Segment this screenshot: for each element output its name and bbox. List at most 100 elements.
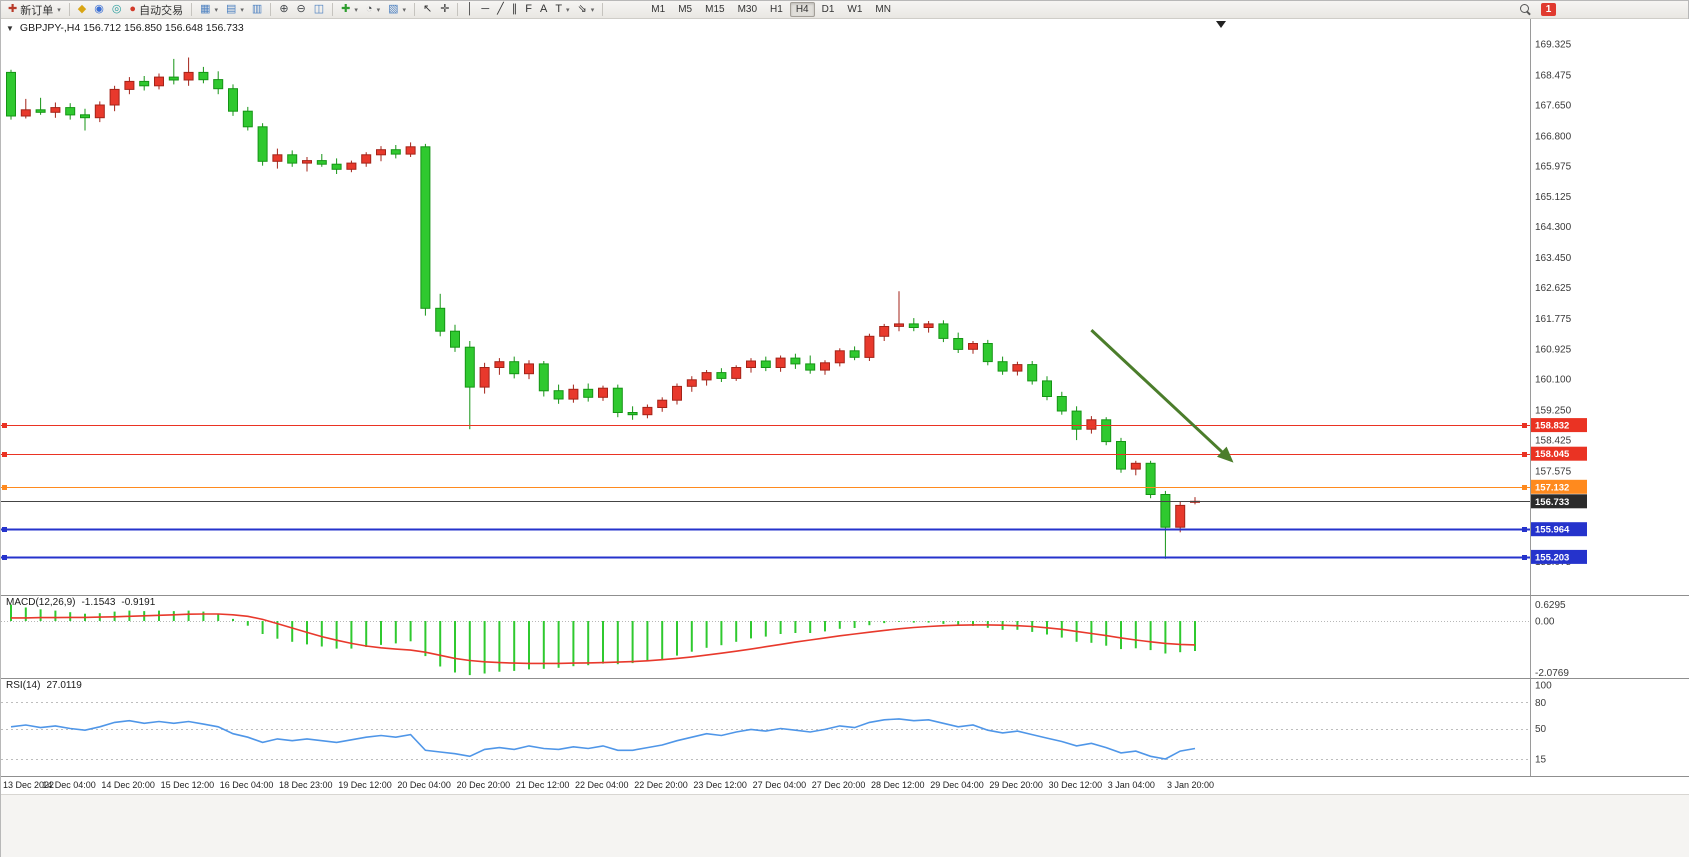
svg-text:158.045: 158.045	[1535, 449, 1570, 460]
timeframe-d1-button[interactable]: D1	[821, 4, 835, 15]
zoom-out-icon: ⊖	[296, 3, 306, 15]
zoom-in-icon: ⊕	[279, 3, 289, 15]
resistance-line-158045-handle-left[interactable]	[2, 452, 7, 457]
text-label-icon: T	[555, 3, 563, 15]
dropdown-caret-icon: ▾	[376, 6, 381, 14]
community-button[interactable]: ◉	[90, 2, 108, 18]
timeframe-m1-button[interactable]: M1	[651, 4, 666, 15]
timeframe-m15-button[interactable]: M15	[705, 4, 725, 15]
support-line-155203-handle-left[interactable]	[2, 555, 7, 560]
support-line-155964-price-tag: 155.964	[1531, 522, 1587, 537]
support-line-155203[interactable]	[1, 555, 1530, 560]
timeframe-mn-button[interactable]: MN	[875, 4, 891, 15]
zoom-out-button[interactable]: ⊖	[293, 2, 310, 18]
vertical-line-button[interactable]: │	[462, 2, 477, 18]
time-axis-label: 27 Dec 04:00	[752, 780, 807, 790]
pivot-line-157132[interactable]	[1, 485, 1530, 490]
fibonacci-button[interactable]: F	[521, 2, 536, 18]
time-axis-label: 14 Dec 20:00	[101, 780, 155, 790]
cursor-button[interactable]: ↖	[419, 2, 436, 18]
time-axis[interactable]: 13 Dec 2022 14 Dec 04:00 14 Dec 20:00 15 De…	[1, 777, 1689, 794]
arrows-button[interactable]: ⇘ ▾	[574, 2, 599, 18]
periods-button[interactable]: ◔ ▾	[362, 2, 384, 18]
templates-icon: ▧	[388, 3, 399, 15]
price-scale[interactable]	[1530, 19, 1689, 794]
equidistant-channel-button[interactable]: ∥	[508, 2, 522, 18]
svg-text:155.964: 155.964	[1535, 525, 1570, 536]
time-axis-label: 3 Jan 20:00	[1167, 780, 1215, 790]
data-window-icon: ▥	[251, 3, 263, 15]
time-axis-label: 22 Dec 20:00	[634, 780, 688, 790]
timeframe-m5-button[interactable]: M5	[678, 4, 693, 15]
resistance-line-158045[interactable]	[1, 452, 1530, 457]
pivot-line-157132-handle-right[interactable]	[1522, 485, 1527, 490]
support-line-155203-handle-right[interactable]	[1522, 555, 1527, 560]
time-axis-label: 21 Dec 12:00	[515, 780, 570, 790]
pivot-line-157132-handle-left[interactable]	[2, 485, 7, 490]
market-button[interactable]: ◆	[74, 2, 90, 18]
svg-text:168.475: 168.475	[1535, 71, 1572, 82]
support-line-155964[interactable]	[1, 527, 1530, 532]
autotrading-button[interactable]: ● 自动交易	[125, 2, 187, 18]
macd-panel: 0.6295 0.00 -2.0769 MACD(12,26,9) -1.1543 …	[1, 596, 1689, 678]
toolbar-separator	[68, 3, 70, 16]
resistance-line-158045-handle-right[interactable]	[1522, 452, 1527, 457]
new-order-icon: ✚	[8, 3, 18, 15]
toolbar-separator	[457, 3, 459, 16]
panel-splitter[interactable]	[1, 776, 1689, 777]
new-chart-button[interactable]: ▦ ▾	[196, 2, 222, 18]
timeframe-m30-button[interactable]: M30	[737, 4, 758, 15]
svg-text:162.625: 162.625	[1535, 283, 1572, 294]
text-button[interactable]: A	[536, 2, 551, 18]
panel-splitter[interactable]	[1, 595, 1689, 596]
tile-windows-button[interactable]: ◫	[310, 2, 328, 18]
resistance-line-158832-handle-right[interactable]	[1522, 423, 1527, 428]
toolbar-separator	[602, 3, 604, 16]
templates-button[interactable]: ▧ ▾	[384, 2, 410, 18]
resistance-line-158832[interactable]	[1, 423, 1530, 428]
resistance-line-158832-handle-left[interactable]	[2, 423, 7, 428]
svg-text:0.6295: 0.6295	[1535, 600, 1566, 611]
toolbar-separator	[332, 3, 334, 16]
chart-shift-marker[interactable]	[1216, 21, 1226, 28]
time-axis-label: 19 Dec 12:00	[338, 780, 392, 790]
timeframe-h4-button[interactable]: H4	[789, 2, 815, 17]
panel-splitter[interactable]	[1, 678, 1689, 679]
notification-badge[interactable]: 1	[1541, 3, 1556, 16]
timeframe-h1-button[interactable]: H1	[770, 4, 783, 15]
timeframe-toolbar: M1 M5 M15 M30 H1 H4 D1 W1 MN	[645, 2, 897, 17]
vertical-line-icon: │	[466, 3, 474, 15]
indicators-button[interactable]: ✚ ▾	[337, 2, 362, 18]
symbol-list-icon[interactable]: ▼	[6, 23, 14, 33]
svg-text:160.100: 160.100	[1535, 375, 1572, 386]
svg-text:164.300: 164.300	[1535, 222, 1572, 233]
new-order-button[interactable]: ✚ 新订单 ▾	[4, 2, 65, 18]
svg-text:156.733: 156.733	[1535, 497, 1569, 508]
search-icon[interactable]	[1520, 3, 1532, 16]
new-chart-icon: ▦	[200, 3, 211, 15]
svg-text:0.00: 0.00	[1535, 617, 1555, 628]
data-window-button[interactable]: ▥	[248, 2, 266, 18]
arrows-icon: ⇘	[577, 3, 587, 15]
time-axis-label: 23 Dec 12:00	[693, 780, 747, 790]
trend-arrow[interactable]	[1090, 329, 1234, 463]
svg-text:163.450: 163.450	[1535, 253, 1572, 264]
zoom-in-button[interactable]: ⊕	[275, 2, 292, 18]
support-line-155964-handle-left[interactable]	[2, 527, 7, 532]
svg-text:157.575: 157.575	[1535, 466, 1572, 477]
support-line-155964-handle-right[interactable]	[1522, 527, 1527, 532]
horizontal-line-button[interactable]: ─	[477, 2, 493, 18]
toolbar-right: 1	[1520, 3, 1556, 16]
svg-text:161.775: 161.775	[1535, 314, 1572, 325]
profiles-button[interactable]: ▤ ▾	[222, 2, 248, 18]
timeframe-w1-button[interactable]: W1	[847, 4, 863, 15]
crosshair-button[interactable]: ✛	[436, 2, 453, 18]
alerts-button[interactable]: ◎	[108, 2, 126, 18]
trendline-button[interactable]: ╱	[493, 2, 508, 18]
dropdown-caret-icon: ▾	[566, 6, 570, 14]
window-bottom-area	[1, 794, 1689, 857]
text-label-button[interactable]: T ▾	[551, 2, 573, 18]
svg-text:167.650: 167.650	[1535, 101, 1572, 112]
svg-text:165.975: 165.975	[1535, 161, 1572, 172]
toolbar-separator	[270, 3, 272, 16]
